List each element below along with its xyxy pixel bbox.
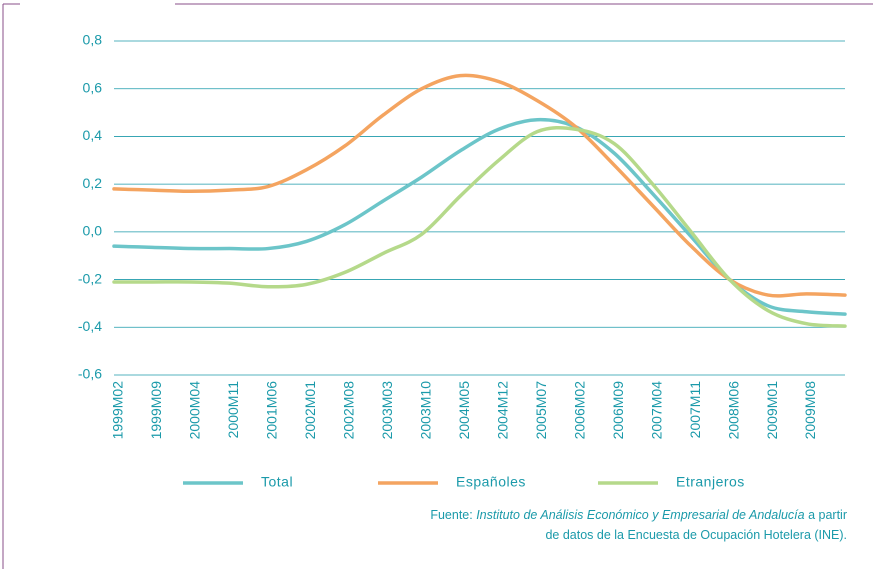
- source-line-1: Fuente: Instituto de Análisis Económico …: [430, 508, 847, 522]
- x-tick-label: 2000M11: [225, 381, 241, 439]
- x-tick-label: 2003M03: [379, 381, 395, 440]
- y-tick-label: -0,6: [78, 366, 102, 382]
- legend-label: Etranjeros: [676, 474, 745, 490]
- x-tick-label: 2007M11: [687, 381, 703, 439]
- y-tick-label: 0,8: [83, 32, 103, 48]
- x-tick-label: 2007M04: [648, 381, 664, 440]
- y-tick-label: 0,6: [83, 79, 103, 95]
- x-tick-label: 2001M06: [264, 381, 280, 440]
- series-line: [112, 126, 847, 328]
- x-tick-label: 2004M12: [494, 381, 510, 440]
- legend-label: Total: [261, 474, 293, 490]
- source-institution: Instituto de Análisis Económico y Empres…: [476, 508, 804, 522]
- legend-label: Españoles: [456, 474, 526, 490]
- y-tick-label: -0,4: [78, 318, 102, 334]
- x-tick-label: 2005M07: [533, 381, 549, 440]
- x-tick-label: 2006M02: [571, 381, 587, 440]
- x-tick-label: 2008M06: [725, 381, 741, 440]
- x-tick-label: 2004M05: [456, 381, 472, 440]
- x-tick-label: 2009M01: [764, 381, 780, 440]
- x-tick-label: 2009M08: [802, 381, 818, 440]
- source-prefix: Fuente:: [430, 508, 476, 522]
- y-tick-label: 0,2: [83, 175, 103, 191]
- x-tick-label: 1999M09: [148, 381, 164, 440]
- x-tick-label: 1999M02: [110, 381, 126, 440]
- x-tick-label: 2003M10: [417, 381, 433, 440]
- source-line-2: de datos de la Encuesta de Ocupación Hot…: [545, 528, 847, 542]
- y-tick-label: -0,2: [78, 270, 102, 286]
- x-tick-label: 2006M09: [610, 381, 626, 440]
- source-suffix: a partir: [805, 508, 847, 522]
- series-line: [112, 73, 847, 298]
- y-tick-label: 0,0: [83, 223, 103, 239]
- y-tick-label: 0,4: [83, 127, 103, 143]
- x-tick-label: 2002M01: [302, 381, 318, 440]
- x-tick-label: 2000M04: [187, 381, 203, 440]
- x-tick-label: 2002M08: [341, 381, 357, 440]
